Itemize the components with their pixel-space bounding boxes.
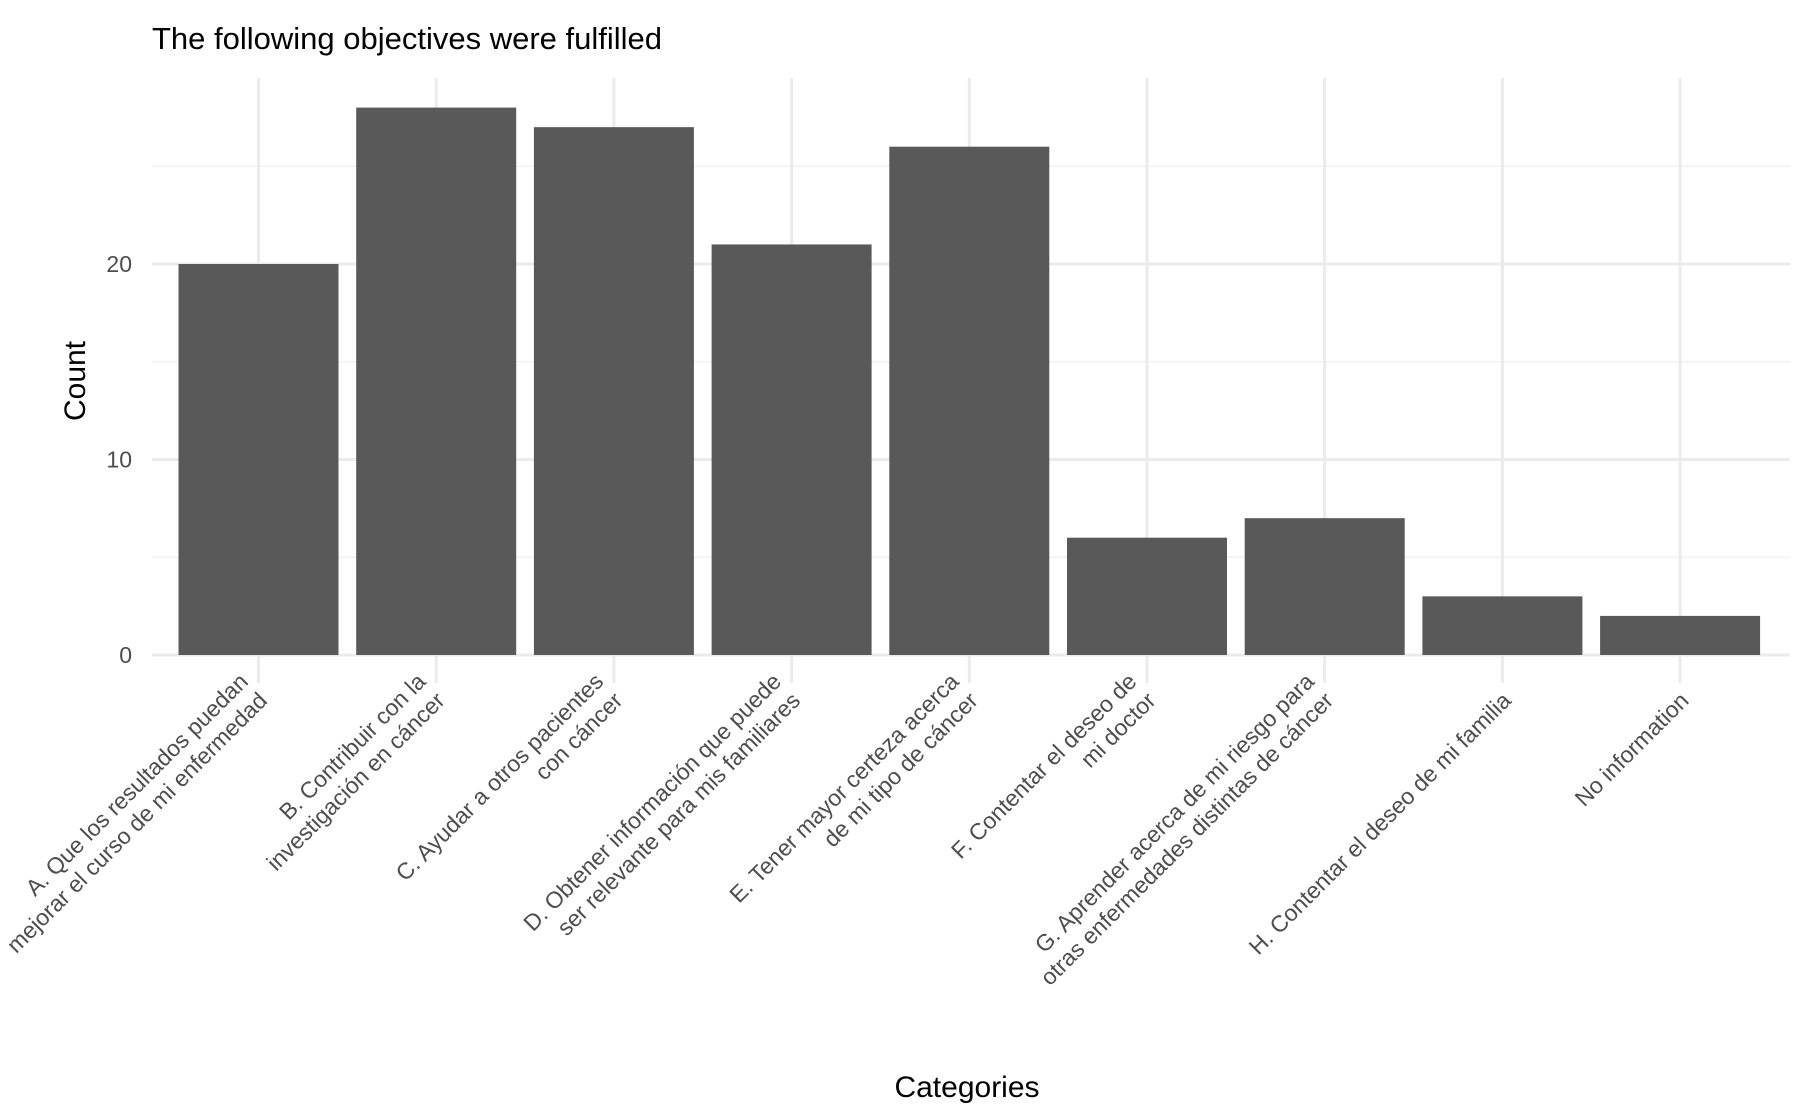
bar	[178, 264, 339, 655]
x-tick-label-line: F. Contentar el deseo de	[946, 668, 1142, 864]
y-axis-ticks: 0 10 20	[106, 251, 132, 668]
bar	[889, 146, 1050, 655]
bar	[356, 107, 517, 656]
x-tick-label: A. Que los resultados puedanmejorar el c…	[0, 668, 272, 958]
y-tick-label: 20	[106, 251, 132, 277]
y-tick-label: 10	[106, 447, 132, 473]
x-tick-label: G. Aprender acerca de mi riesgo paraotra…	[1016, 668, 1338, 990]
x-tick-label-line: mejorar el curso de mi enfermedad	[1, 687, 272, 958]
bar	[1067, 537, 1227, 655]
y-tick-label: 0	[119, 642, 132, 668]
x-axis-ticks: A. Que los resultados puedanmejorar el c…	[0, 668, 1693, 990]
x-tick-label: No information	[1569, 687, 1693, 811]
bar	[533, 127, 694, 655]
y-axis-title: Count	[59, 340, 92, 421]
x-tick-label-line: No information	[1569, 687, 1693, 811]
x-tick-label-line: A. Que los resultados puedan	[20, 668, 253, 901]
bar	[711, 244, 872, 655]
bar	[1600, 615, 1761, 655]
x-axis-title: Categories	[894, 1071, 1039, 1104]
chart-title: The following objectives were fulfilled	[152, 21, 662, 56]
bars	[178, 107, 1761, 656]
bar	[1244, 518, 1405, 655]
bar	[1422, 596, 1583, 655]
